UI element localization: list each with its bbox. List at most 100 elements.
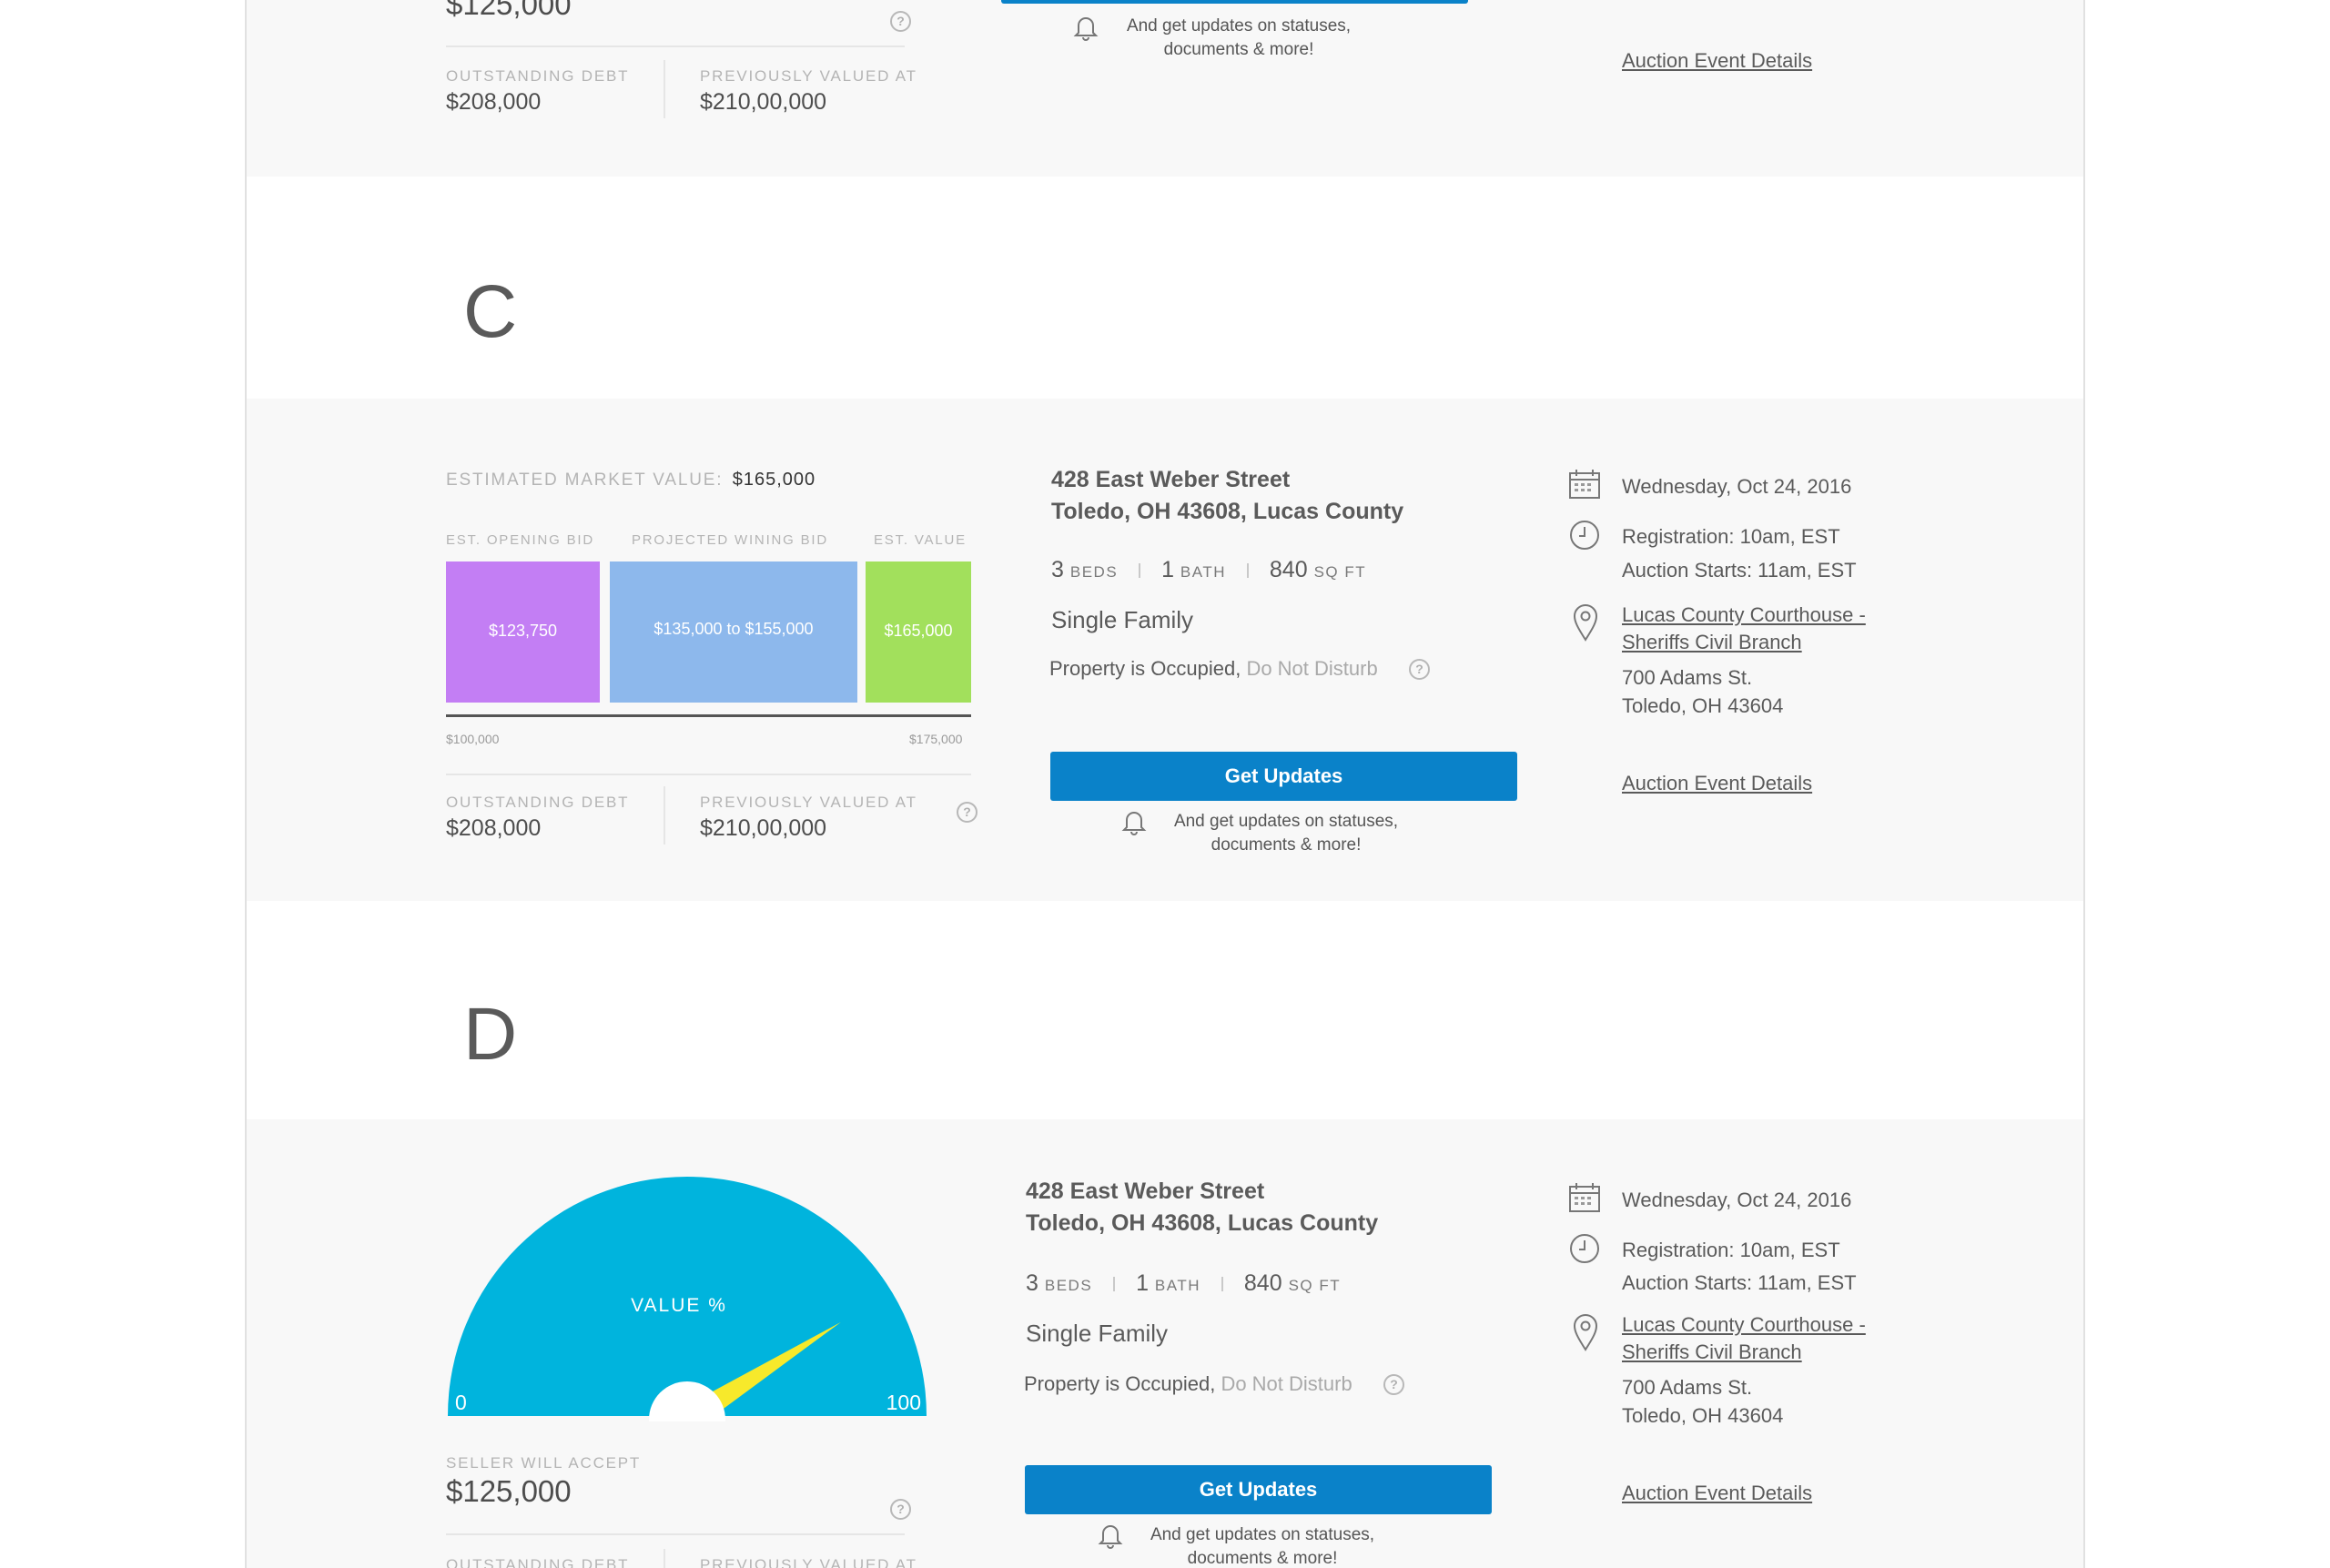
address-line1: 428 East Weber Street xyxy=(1051,467,1291,492)
value-gauge: VALUE % 0 100 xyxy=(448,1177,927,1421)
updates-note: And get updates on statuses, documents &… xyxy=(1150,810,1423,857)
gauge-hub xyxy=(649,1381,725,1421)
chart-header-est-value: EST. VALUE xyxy=(874,532,967,548)
gauge-min-label: 0 xyxy=(455,1391,467,1414)
help-icon[interactable]: ? xyxy=(890,11,911,32)
market-value-label: ESTIMATED MARKET VALUE: xyxy=(446,470,724,490)
get-updates-button-edge[interactable] xyxy=(1001,0,1468,4)
updates-note-line1: And get updates on statuses, xyxy=(1150,1525,1375,1544)
bell-icon xyxy=(1097,1522,1124,1549)
map-pin-icon xyxy=(1573,1313,1598,1351)
do-not-disturb: Do Not Disturb xyxy=(1246,657,1378,680)
address: 428 East Weber Street Toledo, OH 43608, … xyxy=(1026,1176,1378,1239)
gauge-max-label: 100 xyxy=(886,1391,921,1414)
section-letter-d: D xyxy=(463,993,518,1076)
auction-event-details-link[interactable]: Auction Event Details xyxy=(1622,49,1813,72)
prev-valued-label: PREVIOUSLY VALUED AT xyxy=(700,67,917,85)
gauge-arc xyxy=(448,1177,927,1416)
beds-count: 3 xyxy=(1026,1270,1038,1296)
outstanding-debt-label: OUTSTANDING DEBT xyxy=(446,794,630,811)
sqft-unit: SQ FT xyxy=(1313,563,1367,581)
chart-axis xyxy=(446,714,971,717)
updates-note: And get updates on statuses, documents &… xyxy=(1126,1523,1399,1568)
updates-note-line1: And get updates on statuses, xyxy=(1126,16,1352,35)
auction-date: Wednesday, Oct 24, 2016 xyxy=(1622,1189,1852,1211)
divider xyxy=(446,1533,905,1535)
outstanding-debt-value: $208,000 xyxy=(446,89,542,115)
auction-event-details-link[interactable]: Auction Event Details xyxy=(1622,772,1813,794)
updates-note: And get updates on statuses, documents &… xyxy=(1102,15,1375,62)
beds-unit: BEDS xyxy=(1044,1277,1093,1294)
divider xyxy=(446,774,971,775)
bar-opening-bid-label: $123,750 xyxy=(488,622,558,640)
outstanding-debt-value: $208,000 xyxy=(446,815,542,841)
occupancy-status: Property is Occupied, Do Not Disturb xyxy=(1024,1372,1352,1396)
bar-est-value-label: $165,000 xyxy=(884,622,953,640)
divider xyxy=(1246,563,1249,579)
clock-icon xyxy=(1569,520,1600,551)
bar-est-value: $165,000 xyxy=(866,561,971,703)
occupancy-status: Property is Occupied, Do Not Disturb xyxy=(1049,657,1378,681)
bath-unit: BATH xyxy=(1180,563,1226,581)
map-pin-icon xyxy=(1573,603,1598,642)
venue-link-line1[interactable]: Lucas County Courthouse - xyxy=(1622,603,1866,626)
property-stats: 3 BEDS 1 BATH 840 SQ FT xyxy=(1026,1270,1341,1297)
divider xyxy=(664,786,665,845)
section-letter-c: C xyxy=(463,270,518,353)
chart-header-projected: PROJECTED WINING BID xyxy=(632,532,829,548)
occupancy-text: Property is Occupied, xyxy=(1024,1372,1216,1395)
venue-city: Toledo, OH 43604 xyxy=(1622,1404,1784,1427)
seller-accept-value: $125,000 xyxy=(446,1474,572,1508)
updates-note-line2: documents & more! xyxy=(1187,1549,1338,1568)
venue-link-line2[interactable]: Sheriffs Civil Branch xyxy=(1622,631,1802,653)
help-icon[interactable]: ? xyxy=(890,1499,911,1520)
occupancy-text: Property is Occupied, xyxy=(1049,657,1241,680)
market-value-row: ESTIMATED MARKET VALUE: $165,000 xyxy=(446,470,816,491)
seller-accept-value: $125,000 xyxy=(446,0,572,21)
bell-icon xyxy=(1120,808,1148,835)
beds-count: 3 xyxy=(1051,557,1064,582)
divider xyxy=(1139,563,1141,579)
updates-note-line2: documents & more! xyxy=(1211,835,1362,855)
get-updates-button[interactable]: Get Updates xyxy=(1050,752,1517,801)
registration-time: Registration: 10am, EST xyxy=(1622,525,1840,548)
page-frame: $125,000 ? OUTSTANDING DEBT $208,000 PRE… xyxy=(245,0,2085,1568)
venue-link-line2[interactable]: Sheriffs Civil Branch xyxy=(1622,1340,1802,1363)
updates-note-line1: And get updates on statuses, xyxy=(1173,812,1399,831)
clock-icon xyxy=(1569,1233,1600,1264)
help-icon[interactable]: ? xyxy=(1383,1374,1404,1395)
address-line1: 428 East Weber Street xyxy=(1026,1179,1265,1204)
sqft-count: 840 xyxy=(1269,557,1308,582)
outstanding-debt-label: OUTSTANDING DEBT xyxy=(446,1556,630,1568)
registration-time: Registration: 10am, EST xyxy=(1622,1239,1840,1261)
market-value: $165,000 xyxy=(732,470,816,490)
auction-start-time: Auction Starts: 11am, EST xyxy=(1622,559,1857,582)
gauge-label: VALUE % xyxy=(631,1295,727,1316)
prev-valued-label: PREVIOUSLY VALUED AT xyxy=(700,794,917,811)
bell-icon xyxy=(1072,14,1099,41)
outstanding-debt-label: OUTSTANDING DEBT xyxy=(446,67,630,85)
property-stats: 3 BEDS 1 BATH 840 SQ FT xyxy=(1051,557,1366,583)
auction-start-time: Auction Starts: 11am, EST xyxy=(1622,1271,1857,1294)
venue-street: 700 Adams St. xyxy=(1622,666,1753,689)
gauge-needle xyxy=(680,1321,841,1421)
venue-link-line1[interactable]: Lucas County Courthouse - xyxy=(1622,1313,1866,1336)
axis-max-label: $175,000 xyxy=(909,732,963,746)
prev-valued-label: PREVIOUSLY VALUED AT xyxy=(700,1556,917,1568)
get-updates-button[interactable]: Get Updates xyxy=(1025,1465,1492,1514)
bath-count: 1 xyxy=(1161,557,1174,582)
venue-city: Toledo, OH 43604 xyxy=(1622,694,1784,717)
beds-unit: BEDS xyxy=(1069,563,1119,581)
prev-valued-value: $210,00,000 xyxy=(700,89,827,115)
divider xyxy=(446,46,905,47)
help-icon[interactable]: ? xyxy=(1409,659,1430,680)
address-line2: Toledo, OH 43608, Lucas County xyxy=(1026,1210,1379,1236)
venue-street: 700 Adams St. xyxy=(1622,1376,1753,1399)
auction-event-details-link[interactable]: Auction Event Details xyxy=(1622,1482,1813,1504)
help-icon[interactable]: ? xyxy=(957,802,978,823)
address: 428 East Weber Street Toledo, OH 43608, … xyxy=(1051,464,1403,528)
divider xyxy=(664,1549,665,1568)
axis-min-label: $100,000 xyxy=(446,732,500,746)
auction-date: Wednesday, Oct 24, 2016 xyxy=(1622,475,1852,498)
bar-opening-bid: $123,750 xyxy=(446,561,600,703)
